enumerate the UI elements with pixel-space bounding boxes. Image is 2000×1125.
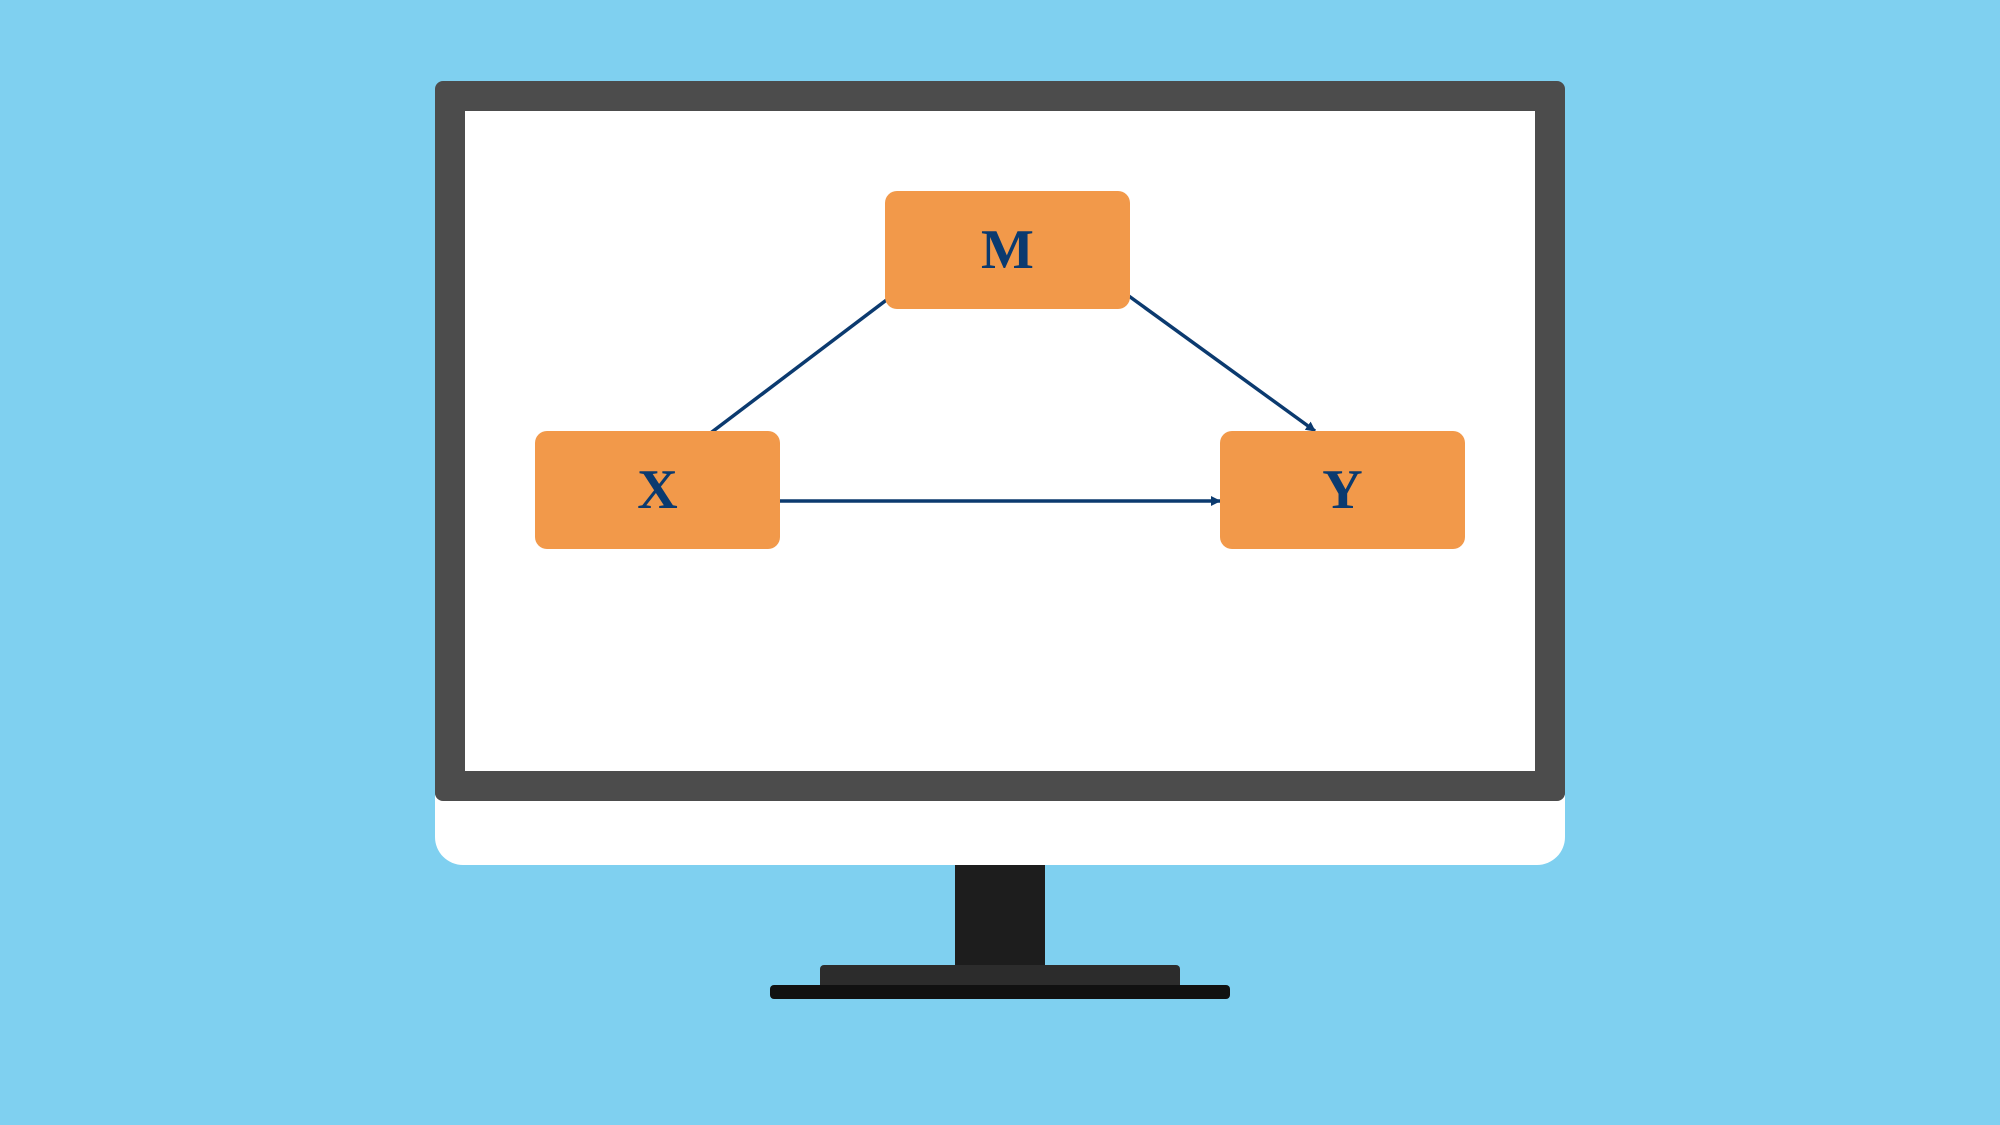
node-label-y: Y <box>1322 458 1362 522</box>
canvas: X M Y <box>0 0 2000 1125</box>
monitor-screen: X M Y <box>465 111 1535 771</box>
monitor: X M Y <box>435 81 1565 999</box>
monitor-chin <box>435 795 1565 865</box>
node-y: Y <box>1220 431 1465 549</box>
node-m: M <box>885 191 1130 309</box>
monitor-base-bottom <box>770 985 1230 999</box>
monitor-base-top <box>820 965 1180 985</box>
edge-m-y <box>1115 286 1315 431</box>
edge-x-m <box>700 286 905 441</box>
monitor-base <box>770 985 1230 999</box>
node-label-m: M <box>981 218 1034 282</box>
node-x: X <box>535 431 780 549</box>
node-label-x: X <box>637 458 677 522</box>
mediation-diagram: X M Y <box>465 111 1535 771</box>
monitor-bezel: X M Y <box>435 81 1565 801</box>
monitor-body: X M Y <box>435 81 1565 999</box>
